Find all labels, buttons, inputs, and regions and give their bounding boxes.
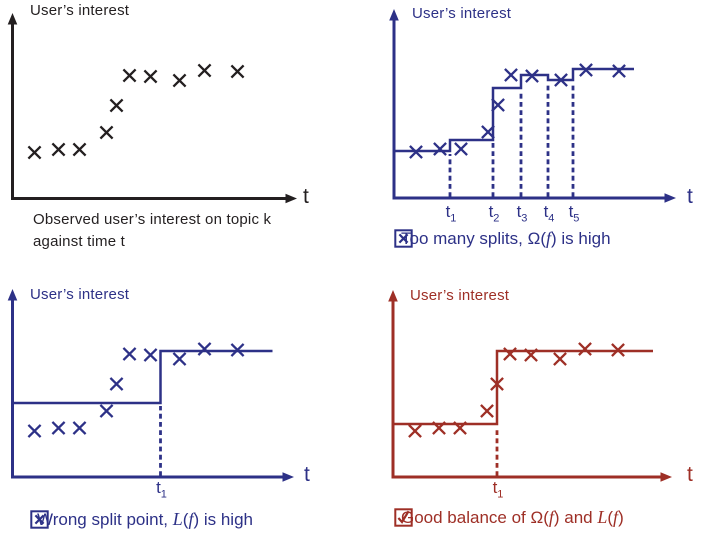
x-mark [109,98,124,113]
panel-caption: Good balance of Ω(f) and L(f) [394,508,624,528]
panel-caption: Observed user’s interest on topic k agai… [33,209,271,253]
x-mark [525,69,539,83]
x-mark [72,421,87,435]
panel-caption: Wrong split point, L(f) is high [30,510,253,530]
panel-caption: Too many splits, Ω(f) is high [394,229,611,249]
x-mark [490,377,504,391]
x-mark [143,69,158,84]
x-mark [99,125,114,140]
scatter-points [27,63,245,160]
plot-good-balance [388,290,672,482]
x-mark [27,424,42,438]
x-mark [453,421,467,435]
x-mark [109,377,124,391]
x-axis-arrow [664,193,676,203]
x-mark [172,73,187,88]
math-italic: f [545,228,551,248]
x-mark [197,63,212,78]
x-axis-label: t [304,463,310,486]
panel-too-many-splits: User’s interest t t1 t2 t3 t4 t5 Too many sp… [351,0,702,267]
x-axis-label: t [687,463,693,486]
x-mark [230,343,245,357]
y-axis-arrow [7,289,18,301]
x-mark [524,348,538,362]
x-mark [432,421,446,435]
x-mark [612,64,626,78]
x-mark [143,348,158,362]
panel-good-balance: User’s interest t t1 Good balance of Ω(f… [351,267,702,534]
x-mark [480,404,494,418]
axes [392,19,667,200]
math-italic: f [613,507,619,527]
x-mark [230,64,245,79]
y-axis-label: User’s interest [412,5,512,22]
x-mark [51,142,66,157]
x-axis-arrow [285,193,297,204]
caption-text: Good balance of Ω(f) and L(f) [401,507,624,527]
x-mark [554,73,568,87]
x-mark [433,142,447,156]
axes [11,23,288,200]
x-mark [172,352,187,366]
x-mark [122,347,137,361]
math-italic: L [172,509,183,529]
y-axis-arrow [388,290,398,302]
scatter-points [409,63,626,159]
tick-label-t5: t5 [568,202,580,225]
x-mark [51,421,66,435]
caption-text: Wrong split point, L(f) is high [37,509,253,529]
x-mark [491,98,505,112]
step-function-line [393,349,653,426]
axes [11,299,285,479]
plot-too-many-splits [389,9,676,203]
x-mark [72,142,87,157]
x-mark [504,68,518,82]
x-mark [408,424,422,438]
x-mark [99,404,114,418]
x-mark [409,145,423,159]
caption-line-2: against time t [33,233,126,250]
plot-wrong-split-point [7,289,294,482]
math-italic: L [597,507,608,527]
x-mark [27,145,42,160]
x-mark [611,343,625,357]
x-axis-label: t [687,185,693,208]
x-mark [122,68,137,83]
x-mark [454,142,468,156]
x-mark [578,342,592,356]
x-axis-arrow [282,472,294,482]
panel-observed-scatter: User’s interest t Observed user’s intere… [0,0,351,267]
step-function-line [12,349,273,405]
x-axis-arrow [660,472,672,482]
tick-label-t3: t3 [516,202,528,225]
tick-label-t4: t4 [543,202,555,225]
x-mark [197,342,212,356]
y-axis-label: User’s interest [410,287,510,304]
y-axis-label: User’s interest [30,2,130,19]
panel-wrong-split-point: User’s interest t t1 Wrong split point, … [0,267,351,534]
tick-label-t1: t1 [445,202,457,225]
plot-observed-scatter [7,13,297,204]
x-axis-label: t [303,185,309,208]
scatter-points [27,342,245,438]
caption-line-1: Observed user’s interest on topic k [33,211,272,228]
x-mark [553,352,567,366]
caption-text: Too many splits, Ω(f) is high [401,228,611,248]
math-italic: f [188,509,194,529]
tick-label-t1: t1 [492,478,504,501]
x-mark [481,125,495,139]
x-mark [579,63,593,77]
axes [391,300,663,479]
step-function-line [394,67,634,153]
y-axis-arrow [389,9,399,21]
math-italic: f [548,507,554,527]
scatter-points [408,342,625,438]
tick-label-t2: t2 [488,202,500,225]
tick-label-t1: t1 [156,478,167,501]
x-mark [503,347,517,361]
y-axis-arrow [7,13,18,25]
y-axis-label: User’s interest [30,286,130,303]
